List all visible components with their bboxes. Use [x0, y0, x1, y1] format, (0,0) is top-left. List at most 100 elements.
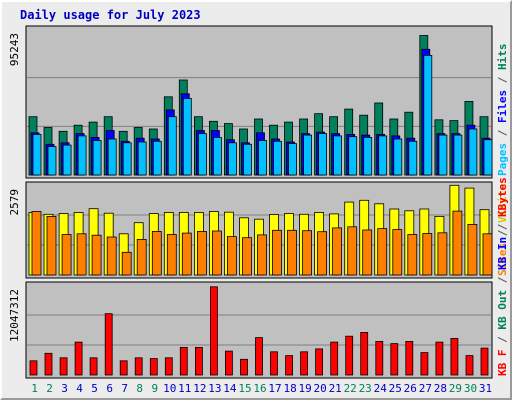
legend-label-: / [496, 129, 509, 143]
x-tick-label-day-5: 5 [91, 382, 98, 395]
bar-sites-day-28 [437, 232, 448, 276]
bar-pages-day-5 [92, 140, 102, 176]
panel-hits-max-label: 95243 [8, 33, 21, 66]
bar-sites-day-16 [257, 234, 267, 276]
bar-pages-day-2 [47, 146, 57, 176]
bar-pages-day-20 [318, 133, 328, 176]
bar-kb-f-day-25 [390, 343, 399, 376]
x-tick-label-day-24: 24 [374, 382, 388, 395]
x-tick-label-day-15: 15 [238, 382, 251, 395]
bar-kb-f-day-4 [74, 341, 83, 376]
bar-kb-f-day-26 [405, 340, 414, 376]
x-tick-label-day-29: 29 [449, 382, 462, 395]
bar-sites-day-3 [61, 234, 72, 276]
bar-pages-day-26 [408, 140, 418, 176]
bar-sites-day-29 [452, 210, 463, 276]
bar-sites-day-17 [272, 229, 282, 276]
legend-label-sites: Sites [496, 243, 509, 276]
bar-pages-day-16 [258, 140, 267, 176]
panel-visits: 2579 Sites / Visits [8, 181, 509, 279]
legend-label-kbytes: KBytes [496, 177, 509, 223]
bar-pages-day-22 [348, 136, 358, 176]
bar-kb-f-day-15 [240, 358, 248, 376]
bar-pages-day-13 [212, 136, 222, 176]
bar-kb-f-day-16 [255, 337, 263, 376]
x-tick-label-day-1: 1 [31, 382, 38, 395]
legend-label-kb-f: KB F [496, 350, 509, 377]
bar-pages-day-6 [107, 138, 117, 176]
bar-sites-day-19 [302, 230, 313, 276]
x-tick-label-day-30: 30 [464, 382, 477, 395]
bar-pages-day-19 [303, 134, 313, 176]
panel-visits-max-label: 2579 [8, 189, 21, 216]
panel-hits: 95243 Pages / Files / Hits [8, 25, 509, 179]
bar-sites-day-8 [136, 238, 147, 276]
panel-hits-legend: Pages / Files / Hits [496, 44, 509, 177]
bar-pages-day-11 [182, 98, 192, 176]
bar-sites-day-18 [287, 229, 297, 276]
panel-visits-legend: Sites / Visits [496, 183, 509, 276]
bar-kb-f-day-12 [194, 346, 203, 376]
bar-sites-day-24 [377, 228, 388, 276]
bar-sites-day-21 [332, 227, 343, 276]
bar-pages-day-27 [423, 55, 433, 176]
bar-pages-day-14 [227, 142, 237, 176]
bar-pages-day-28 [438, 134, 448, 176]
x-tick-label-day-8: 8 [136, 382, 143, 395]
legend-label-: / [496, 229, 509, 243]
bar-kb-f-day-31 [480, 347, 489, 376]
bar-sites-day-7 [121, 251, 132, 276]
bar-kb-f-day-1 [29, 360, 38, 376]
bar-sites-day-20 [317, 231, 328, 276]
bar-pages-day-10 [167, 116, 177, 176]
bar-sites-day-11 [181, 232, 192, 276]
bar-sites-day-12 [196, 230, 207, 276]
bar-sites-day-15 [242, 237, 252, 276]
x-tick-label-day-16: 16 [253, 382, 266, 395]
x-tick-label-day-21: 21 [329, 382, 342, 395]
legend-label-hits: Hits [496, 44, 509, 77]
legend-label-kb-out: KB Out [496, 290, 509, 336]
bar-kb-f-day-10 [164, 357, 173, 376]
bar-kb-f-day-5 [89, 357, 98, 376]
legend-label-: / [496, 336, 509, 350]
bar-pages-day-12 [197, 133, 207, 176]
bar-sites-day-13 [211, 230, 222, 276]
bar-kb-f-day-2 [44, 352, 53, 376]
chart-title: Daily usage for July 2023 [20, 8, 201, 22]
bar-sites-day-4 [76, 233, 87, 276]
x-tick-label-day-2: 2 [46, 382, 53, 395]
bar-kb-f-day-27 [420, 352, 429, 376]
bar-kb-f-day-9 [149, 358, 158, 376]
bar-sites-day-26 [407, 234, 418, 276]
x-tick-label-day-26: 26 [404, 382, 417, 395]
bar-kb-f-day-17 [270, 351, 278, 376]
x-tick-label-day-25: 25 [389, 382, 402, 395]
x-tick-label-day-17: 17 [268, 382, 281, 395]
bar-sites-day-27 [422, 233, 433, 276]
bar-kb-f-day-18 [285, 355, 294, 376]
x-tick-label-day-22: 22 [344, 382, 357, 395]
bar-pages-day-18 [288, 143, 297, 176]
x-tick-label-day-13: 13 [208, 382, 221, 395]
bar-pages-day-4 [77, 135, 87, 176]
bar-pages-day-29 [453, 134, 463, 176]
bar-kb-f-day-3 [59, 357, 68, 376]
chart-panels: 95243 Pages / Files / Hits 2579 Sites / Vis… [8, 25, 509, 379]
bar-pages-day-25 [393, 138, 403, 176]
x-tick-label-day-3: 3 [61, 382, 68, 395]
bar-pages-day-9 [152, 140, 162, 176]
x-axis-labels: 1 2 3 4 5 6 7 8 9 10 11 12 13 14 15 16 17 18 19 20 21 22 23 24 2… [31, 382, 492, 395]
bar-kb-f-day-28 [435, 341, 444, 376]
x-tick-label-day-14: 14 [223, 382, 237, 395]
bar-pages-day-1 [32, 133, 42, 176]
bar-kb-f-day-29 [450, 337, 459, 376]
legend-label-: / [496, 223, 509, 237]
x-tick-label-day-4: 4 [76, 382, 83, 395]
x-tick-label-day-19: 19 [298, 382, 311, 395]
panel-kbytes-max-label: 12047312 [8, 289, 21, 342]
bar-sites-day-10 [166, 234, 177, 276]
bar-kb-f-day-6 [104, 313, 113, 376]
x-tick-label-day-9: 9 [151, 382, 158, 395]
